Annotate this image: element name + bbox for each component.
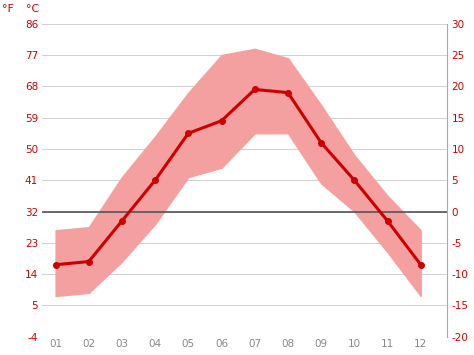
- Text: °C: °C: [26, 4, 39, 14]
- Text: °F: °F: [2, 4, 14, 14]
